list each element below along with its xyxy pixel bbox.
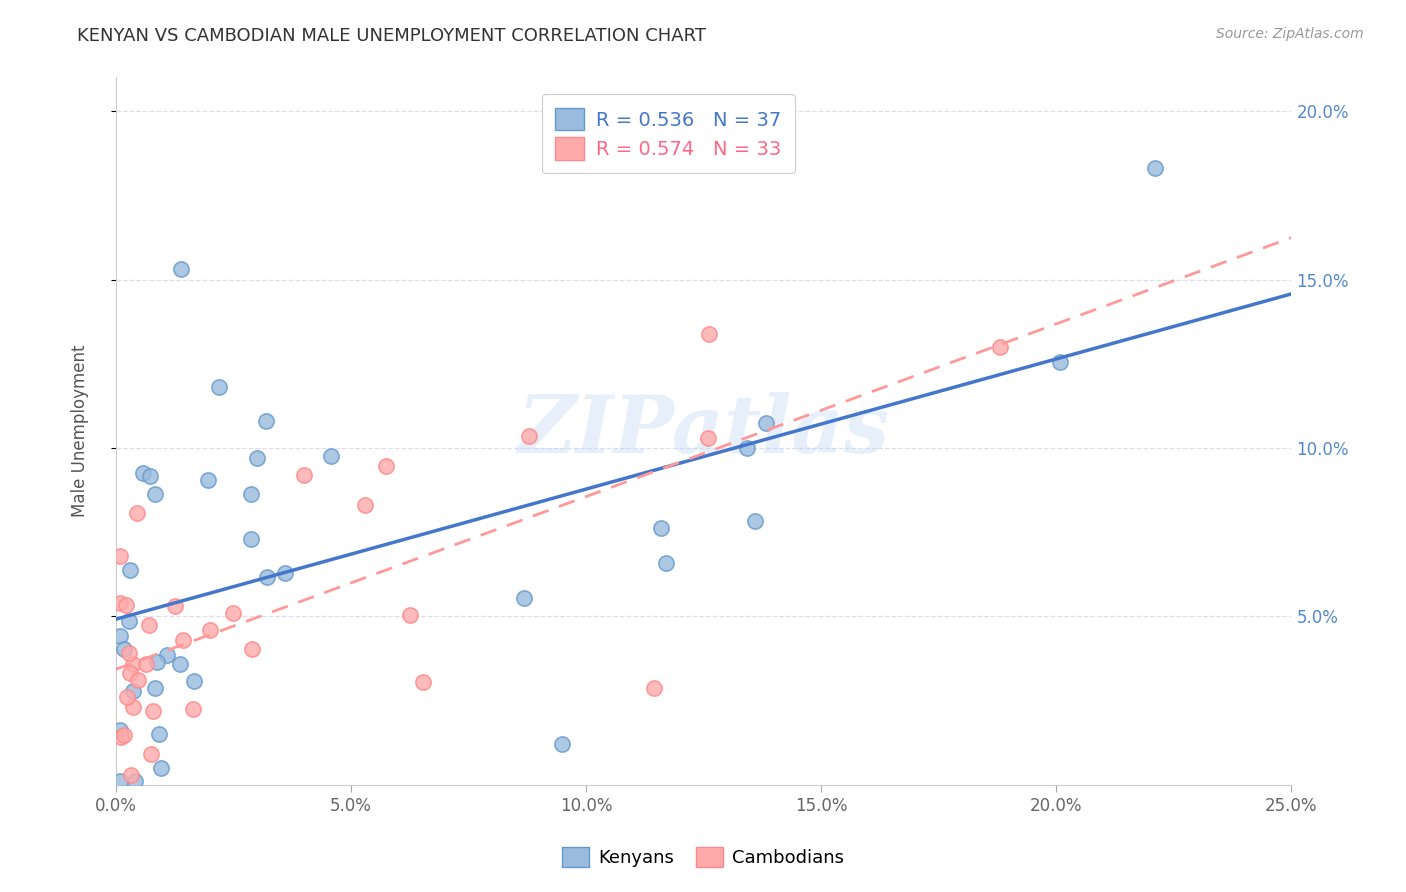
Point xyxy=(138,469,160,483)
Point xyxy=(120,563,142,577)
Point xyxy=(755,417,778,431)
Point xyxy=(735,441,758,455)
Point xyxy=(110,549,132,563)
Point xyxy=(120,665,142,680)
Point xyxy=(319,450,342,464)
Point xyxy=(143,487,166,501)
Point xyxy=(354,498,377,512)
Point xyxy=(120,768,142,782)
Point xyxy=(139,747,162,761)
Point xyxy=(697,431,720,445)
Point xyxy=(121,700,143,714)
Point xyxy=(115,599,138,613)
Point xyxy=(208,380,231,394)
Point xyxy=(240,532,263,546)
Y-axis label: Male Unemployment: Male Unemployment xyxy=(72,345,89,517)
Point xyxy=(1144,161,1167,176)
Point xyxy=(124,774,146,789)
Point xyxy=(240,642,263,657)
Point xyxy=(375,459,398,474)
Point xyxy=(170,262,193,277)
Point xyxy=(222,606,245,620)
Point xyxy=(146,655,169,669)
Point xyxy=(143,681,166,695)
Point xyxy=(148,727,170,741)
Point xyxy=(256,570,278,584)
Point xyxy=(988,340,1011,354)
Point xyxy=(292,467,315,482)
Point xyxy=(122,684,145,698)
Point xyxy=(240,486,263,500)
Point xyxy=(551,737,574,751)
Point xyxy=(112,641,135,656)
Legend: R = 0.536   N = 37, R = 0.574   N = 33: R = 0.536 N = 37, R = 0.574 N = 33 xyxy=(541,95,794,173)
Legend: Kenyans, Cambodians: Kenyans, Cambodians xyxy=(555,839,851,874)
Point xyxy=(127,673,149,687)
Point xyxy=(399,608,422,623)
Point xyxy=(517,429,540,443)
Point xyxy=(1049,355,1071,369)
Point xyxy=(650,521,672,535)
Point xyxy=(183,673,205,688)
Point xyxy=(169,657,191,671)
Point xyxy=(131,467,153,481)
Point xyxy=(246,451,269,466)
Point xyxy=(115,690,138,704)
Point xyxy=(149,761,172,775)
Point xyxy=(643,681,665,696)
Point xyxy=(697,326,720,341)
Point xyxy=(181,702,204,716)
Point xyxy=(142,704,165,718)
Point xyxy=(118,646,141,660)
Point xyxy=(165,599,187,614)
Point xyxy=(655,556,678,570)
Text: KENYAN VS CAMBODIAN MALE UNEMPLOYMENT CORRELATION CHART: KENYAN VS CAMBODIAN MALE UNEMPLOYMENT CO… xyxy=(77,27,706,45)
Point xyxy=(110,629,132,643)
Point xyxy=(274,566,297,581)
Point xyxy=(125,506,148,520)
Point xyxy=(744,514,766,528)
Text: Source: ZipAtlas.com: Source: ZipAtlas.com xyxy=(1216,27,1364,41)
Point xyxy=(513,591,536,605)
Point xyxy=(110,597,132,611)
Point xyxy=(121,657,143,671)
Point xyxy=(110,723,132,737)
Point xyxy=(172,632,194,647)
Point xyxy=(254,414,277,428)
Point xyxy=(110,774,132,789)
Point xyxy=(198,623,221,637)
Point xyxy=(197,473,219,487)
Point xyxy=(135,657,157,671)
Point xyxy=(138,618,160,632)
Point xyxy=(112,728,135,742)
Point xyxy=(110,731,132,745)
Text: ZIPatlas: ZIPatlas xyxy=(517,392,890,470)
Point xyxy=(156,648,179,662)
Point xyxy=(118,614,141,628)
Point xyxy=(412,674,434,689)
